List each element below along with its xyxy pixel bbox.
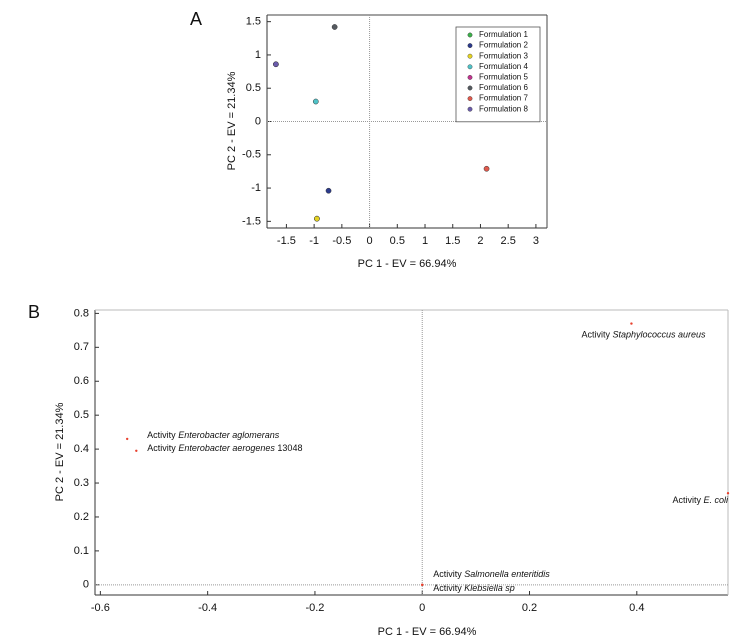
y-tick-label: 1 (255, 49, 261, 61)
y-tick-label: 0 (83, 579, 89, 591)
legend-label: Formulation 2 (479, 41, 528, 50)
x-axis-label: PC 1 - EV = 66.94% (378, 626, 477, 638)
point (273, 61, 279, 68)
y-tick-label: 0.3 (74, 477, 89, 489)
legend-label: Formulation 3 (479, 51, 528, 60)
x-tick-label: 2 (477, 235, 483, 247)
label-prefix: Activity (672, 496, 701, 506)
point (135, 449, 138, 453)
legend-label: Formulation 1 (479, 30, 528, 39)
legend-box (455, 26, 541, 123)
label-name: Salmonella enteritidis (464, 569, 550, 579)
x-tick-label: 0.2 (522, 602, 537, 614)
legend-label: Formulation 8 (479, 104, 528, 113)
y-tick-label: -1.5 (242, 215, 261, 227)
legend-swatch (467, 53, 473, 59)
x-tick-label: 1.5 (445, 235, 460, 247)
point-label: Activity Klebsiella sp (433, 583, 515, 593)
point-label: Activity Salmonella enteritidis (433, 569, 550, 579)
y-tick-label: 1.5 (246, 16, 261, 28)
point (726, 492, 730, 495)
point (483, 165, 490, 172)
legend-swatch (467, 75, 473, 80)
x-tick-label: 0.4 (629, 602, 644, 614)
point (312, 98, 319, 105)
y-tick-label: 0 (255, 115, 261, 127)
legend-swatch (467, 106, 473, 112)
x-tick-label: -0.6 (91, 602, 110, 614)
point-label: Activity Enterobacter aerogenes 13048 (147, 443, 302, 453)
label-name: Klebsiella sp (464, 583, 515, 593)
point (314, 215, 320, 222)
panel-label: B (28, 302, 40, 322)
x-tick-label: 2.5 (501, 235, 516, 247)
legend-label: Formulation 6 (479, 83, 528, 92)
legend-swatch (467, 96, 473, 102)
y-tick-label: 0.1 (74, 545, 89, 557)
panel-label: A (190, 9, 202, 29)
y-tick-label: -0.5 (242, 149, 261, 161)
x-tick-label: -0.4 (198, 602, 217, 614)
label-suffix: 13048 (277, 443, 302, 453)
x-tick-label: 0.5 (390, 235, 405, 247)
label-name: E. coli (703, 496, 729, 506)
y-tick-label: 0.4 (74, 443, 89, 455)
x-tick-label: -1 (309, 235, 319, 247)
label-prefix: Activity (433, 569, 462, 579)
point-label: Activity Enterobacter aglomerans (147, 430, 280, 440)
y-tick-label: 0.2 (74, 511, 89, 523)
point-label: Activity E. coli (672, 496, 729, 506)
x-tick-label: 0 (419, 602, 425, 614)
y-axis-label: PC 2 - EV = 21.34% (226, 71, 238, 170)
point (325, 187, 332, 194)
label-name: Staphylococcus aureus (612, 330, 706, 340)
x-tick-label: 1 (422, 235, 428, 247)
point (125, 437, 129, 441)
x-axis-label: PC 1 - EV = 66.94% (358, 258, 457, 270)
y-tick-label: 0.8 (74, 307, 89, 319)
x-tick-label: 3 (533, 235, 539, 247)
label-prefix: Activity (147, 430, 176, 440)
legend-label: Formulation 5 (479, 73, 528, 82)
x-tick-label: -1.5 (277, 235, 296, 247)
label-prefix: Activity (581, 330, 610, 340)
y-tick-label: -1 (251, 182, 261, 194)
legend-swatch (467, 43, 473, 48)
label-name: Enterobacter aerogenes (178, 443, 275, 453)
y-tick-label: 0.7 (74, 341, 89, 353)
x-tick-label: -0.5 (332, 235, 351, 247)
x-tick-label: 0 (367, 235, 373, 247)
legend-label: Formulation 4 (479, 62, 528, 71)
label-prefix: Activity (433, 583, 462, 593)
label-name: Enterobacter aglomerans (178, 430, 280, 440)
point (421, 583, 424, 587)
point-label: Activity Staphylococcus aureus (581, 330, 706, 340)
x-tick-label: -0.2 (305, 602, 324, 614)
y-axis-label: PC 2 - EV = 21.34% (54, 402, 66, 501)
point (630, 322, 633, 325)
y-tick-label: 0.5 (246, 82, 261, 94)
legend-swatch (467, 64, 473, 70)
legend-swatch (467, 85, 473, 91)
label-prefix: Activity (147, 443, 176, 453)
legend-swatch (467, 32, 473, 38)
y-tick-label: 0.5 (74, 409, 89, 421)
legend-label: Formulation 7 (479, 94, 528, 103)
point (331, 24, 338, 30)
y-tick-label: 0.6 (74, 375, 89, 387)
